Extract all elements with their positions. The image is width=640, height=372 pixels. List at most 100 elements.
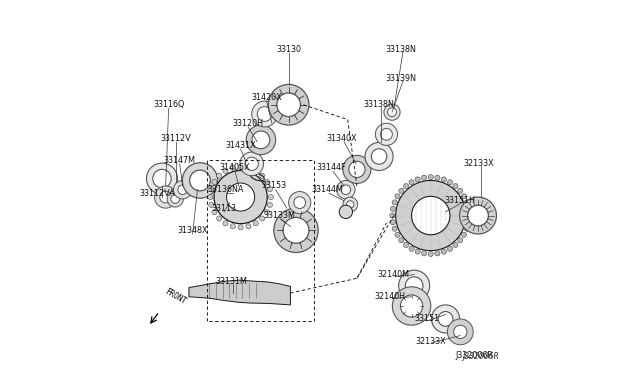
Circle shape	[160, 191, 172, 203]
Text: 33151: 33151	[415, 314, 440, 323]
Circle shape	[428, 251, 433, 257]
Circle shape	[253, 168, 259, 173]
Circle shape	[415, 177, 420, 182]
Circle shape	[422, 251, 427, 256]
Text: 31420X: 31420X	[251, 93, 282, 102]
Circle shape	[395, 232, 400, 237]
Circle shape	[212, 179, 217, 185]
Text: FRONT: FRONT	[163, 287, 188, 306]
Circle shape	[274, 208, 318, 253]
Circle shape	[422, 175, 427, 180]
Circle shape	[246, 165, 251, 170]
Circle shape	[454, 325, 467, 339]
Circle shape	[431, 305, 460, 333]
Circle shape	[371, 149, 387, 164]
Circle shape	[442, 249, 447, 254]
Circle shape	[458, 188, 463, 193]
Circle shape	[246, 224, 251, 229]
Circle shape	[264, 179, 269, 185]
Circle shape	[392, 200, 397, 205]
Circle shape	[399, 270, 429, 301]
Circle shape	[268, 187, 273, 192]
Circle shape	[268, 202, 273, 208]
Circle shape	[392, 287, 431, 325]
Circle shape	[466, 219, 471, 225]
Text: 33136NA: 33136NA	[207, 185, 244, 194]
Text: 31348X: 31348X	[177, 226, 208, 235]
Circle shape	[246, 125, 276, 155]
Polygon shape	[396, 180, 466, 251]
Circle shape	[238, 164, 243, 169]
Circle shape	[277, 93, 300, 116]
Text: 33151H: 33151H	[445, 196, 476, 205]
Circle shape	[268, 84, 309, 125]
Circle shape	[343, 155, 371, 183]
Text: 33112VA: 33112VA	[140, 189, 175, 198]
Text: 33138N: 33138N	[364, 100, 394, 109]
Circle shape	[289, 192, 311, 214]
Circle shape	[447, 319, 473, 345]
Circle shape	[384, 104, 400, 120]
Circle shape	[395, 194, 400, 199]
Circle shape	[403, 243, 409, 247]
Circle shape	[337, 180, 355, 199]
Circle shape	[467, 213, 472, 218]
Text: 33153: 33153	[261, 182, 287, 190]
Text: J332006R: J332006R	[462, 352, 499, 361]
Circle shape	[435, 175, 440, 180]
Circle shape	[390, 219, 396, 225]
Circle shape	[227, 183, 255, 211]
Circle shape	[461, 194, 467, 199]
Circle shape	[189, 170, 211, 191]
Text: 33131M: 33131M	[216, 278, 247, 286]
Text: 32133X: 32133X	[463, 159, 494, 169]
Text: 33116Q: 33116Q	[153, 100, 184, 109]
Circle shape	[409, 246, 414, 251]
Circle shape	[223, 168, 228, 173]
Circle shape	[381, 128, 392, 140]
Circle shape	[453, 243, 458, 247]
Circle shape	[230, 224, 236, 229]
Circle shape	[460, 197, 497, 234]
Text: 32133X: 32133X	[415, 337, 446, 346]
Circle shape	[240, 152, 264, 176]
Text: 33139N: 33139N	[386, 74, 417, 83]
Circle shape	[453, 183, 458, 189]
Circle shape	[399, 188, 404, 193]
Text: 33113: 33113	[211, 203, 237, 213]
Text: 33112V: 33112V	[161, 134, 191, 142]
Text: 33147M: 33147M	[164, 155, 196, 165]
Circle shape	[447, 180, 452, 185]
Circle shape	[399, 238, 404, 243]
Circle shape	[376, 123, 397, 145]
Circle shape	[257, 107, 272, 121]
Circle shape	[238, 225, 243, 230]
Text: 33133M: 33133M	[264, 211, 295, 220]
Circle shape	[403, 183, 409, 189]
Circle shape	[435, 251, 440, 256]
Circle shape	[208, 195, 213, 200]
Circle shape	[209, 202, 214, 208]
Text: 33130: 33130	[276, 45, 301, 54]
Circle shape	[458, 238, 463, 243]
Circle shape	[409, 180, 414, 185]
Circle shape	[464, 226, 469, 231]
Circle shape	[214, 170, 268, 224]
Text: 31431X: 31431X	[225, 141, 256, 150]
Circle shape	[447, 246, 452, 251]
Text: J332006R: J332006R	[456, 351, 493, 360]
Circle shape	[259, 173, 264, 178]
Text: 33144F: 33144F	[316, 163, 346, 172]
Circle shape	[347, 201, 354, 208]
Text: 31405X: 31405X	[220, 163, 250, 172]
Circle shape	[230, 165, 236, 170]
Circle shape	[343, 197, 358, 212]
Circle shape	[388, 108, 396, 116]
Circle shape	[268, 195, 273, 200]
Circle shape	[294, 197, 306, 209]
Circle shape	[252, 101, 278, 127]
Circle shape	[264, 210, 269, 215]
Circle shape	[212, 210, 217, 215]
Circle shape	[223, 221, 228, 226]
Circle shape	[283, 217, 309, 243]
